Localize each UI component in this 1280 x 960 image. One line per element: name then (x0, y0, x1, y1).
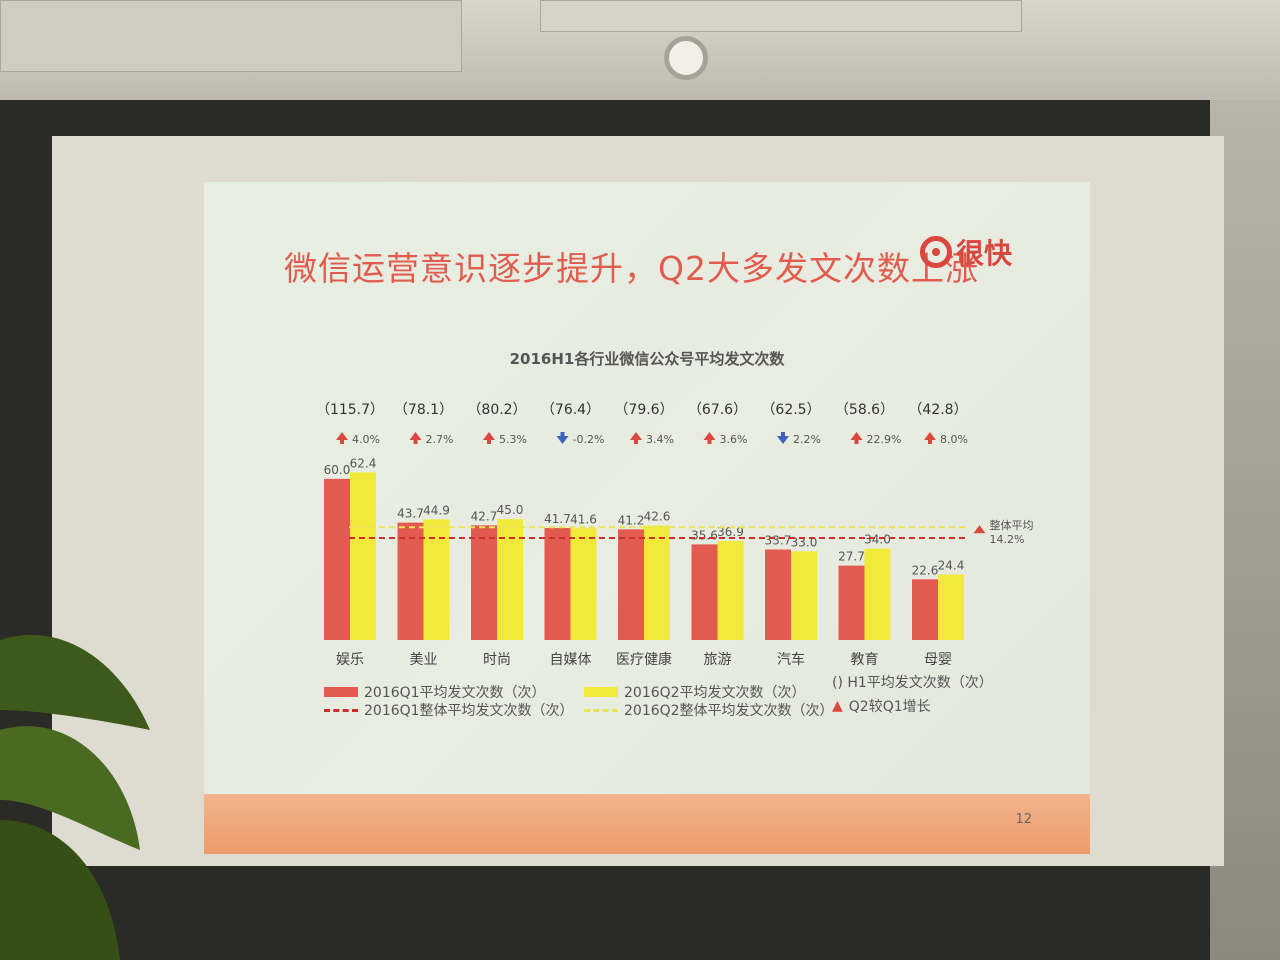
bar-q2-3 (571, 528, 597, 640)
bar-q1-0 (324, 479, 350, 640)
category-label-0: 娱乐 (336, 652, 364, 668)
overall-growth: 14.2% (990, 533, 1025, 546)
legend-q2-line-label: 2016Q2整体平均发文次数（次） (624, 700, 834, 720)
plant-leaves (0, 600, 150, 960)
h1-total-0: （115.7） (316, 402, 384, 418)
label-q1-3: 41.7 (544, 512, 571, 526)
legend-growth: ▲ Q2较Q1增长 (832, 696, 931, 716)
growth-up-arrow-icon-1 (410, 432, 422, 444)
legend-q2-line: 2016Q2整体平均发文次数（次） (584, 700, 834, 720)
slide: 微信运营意识逐步提升，Q2大多发文次数上涨 很快 2016H1各行业微信公众号平… (204, 182, 1090, 854)
growth-up-arrow-icon-2 (483, 432, 495, 444)
legend-q2-bar-label: 2016Q2平均发文次数（次） (624, 682, 806, 702)
bar-q1-6 (765, 549, 791, 640)
bar-q1-1 (398, 523, 424, 640)
bar-q2-1 (424, 519, 450, 640)
label-q1-7: 27.7 (838, 550, 865, 564)
label-q1-6: 33.7 (765, 533, 792, 547)
category-label-2: 时尚 (483, 652, 511, 668)
category-label-5: 旅游 (704, 652, 732, 668)
growth-label-0: 4.0% (352, 433, 380, 446)
label-q2-2: 45.0 (497, 503, 524, 517)
label-q2-8: 24.4 (938, 558, 965, 572)
bar-q2-6 (791, 551, 817, 640)
bar-q2-5 (718, 541, 744, 640)
overall-up-arrow-icon (974, 525, 986, 533)
growth-up-arrow-icon-5 (704, 432, 716, 444)
label-q1-5: 35.6 (691, 528, 718, 542)
growth-up-arrow-icon-7 (851, 432, 863, 444)
label-q1-0: 60.0 (324, 463, 351, 477)
label-q1-4: 41.2 (618, 513, 645, 527)
legend-q1-swatch (324, 687, 358, 697)
category-label-7: 教育 (851, 652, 879, 668)
h1-total-5: （67.6） (688, 402, 747, 418)
label-q1-2: 42.7 (471, 509, 498, 523)
legend-h1-note: () H1平均发文次数（次） (832, 672, 993, 692)
legend-q2-line-swatch (584, 709, 618, 712)
category-label-3: 自媒体 (550, 652, 592, 668)
growth-up-arrow-icon-4 (630, 432, 642, 444)
bar-q2-4 (644, 526, 670, 640)
bar-q1-2 (471, 525, 497, 640)
ceiling-light (664, 36, 708, 80)
growth-label-4: 3.4% (646, 433, 674, 446)
bar-q2-7 (865, 549, 891, 640)
category-label-1: 美业 (410, 652, 438, 668)
legend-q2-bar: 2016Q2平均发文次数（次） (584, 682, 806, 702)
category-label-6: 汽车 (777, 651, 805, 668)
bottom-decoration (204, 794, 1090, 854)
bar-q2-8 (938, 574, 964, 640)
h1-total-4: （79.6） (614, 402, 673, 418)
bar-q2-0 (350, 472, 376, 640)
category-label-4: 医疗健康 (616, 651, 672, 668)
label-q1-8: 22.6 (912, 563, 939, 577)
legend-q1-line-swatch (324, 709, 358, 712)
growth-up-arrow-icon-0 (336, 432, 348, 444)
h1-total-3: （76.4） (541, 402, 600, 418)
bar-q1-5 (692, 544, 718, 640)
h1-total-6: （62.5） (761, 402, 820, 418)
legend-q1-line: 2016Q1整体平均发文次数（次） (324, 700, 574, 720)
bar-q1-8 (912, 579, 938, 640)
label-q2-3: 41.6 (570, 512, 597, 526)
bar-q1-4 (618, 529, 644, 640)
growth-label-2: 5.3% (499, 433, 527, 446)
legend-q1-bar: 2016Q1平均发文次数（次） (324, 682, 546, 702)
up-arrow-icon: ▲ (832, 698, 843, 714)
label-q2-1: 44.9 (423, 503, 450, 517)
label-q2-0: 62.4 (350, 456, 377, 470)
legend-q1-bar-label: 2016Q1平均发文次数（次） (364, 682, 546, 702)
legend-growth-label: Q2较Q1增长 (849, 696, 931, 716)
growth-down-arrow-icon-6 (777, 432, 789, 444)
label-q2-7: 34.0 (864, 533, 891, 547)
growth-down-arrow-icon-3 (557, 432, 569, 444)
bar-q1-3 (545, 528, 571, 640)
h1-total-1: （78.1） (394, 402, 453, 418)
ceiling (0, 0, 1280, 100)
h1-total-7: （58.6） (835, 402, 894, 418)
growth-label-6: 2.2% (793, 433, 821, 446)
growth-label-5: 3.6% (720, 433, 748, 446)
growth-label-1: 2.7% (426, 433, 454, 446)
overall-label: 整体平均 (990, 518, 1034, 532)
legend-q1-line-label: 2016Q1整体平均发文次数（次） (364, 700, 574, 720)
legend-q2-swatch (584, 687, 618, 697)
growth-label-7: 22.9% (867, 433, 902, 446)
label-q1-1: 43.7 (397, 507, 424, 521)
h1-total-2: （80.2） (467, 402, 526, 418)
growth-label-3: -0.2% (573, 433, 605, 446)
h1-total-8: （42.8） (908, 402, 967, 418)
page-number: 12 (1015, 812, 1032, 827)
chart-title: 2016H1各行业微信公众号平均发文次数 (510, 350, 786, 368)
label-q2-4: 42.6 (644, 510, 671, 524)
growth-label-8: 8.0% (940, 433, 968, 446)
growth-up-arrow-icon-8 (924, 432, 936, 444)
legend-h1-note-label: () H1平均发文次数（次） (832, 672, 993, 692)
bar-q1-7 (839, 566, 865, 640)
category-label-8: 母婴 (924, 652, 952, 668)
